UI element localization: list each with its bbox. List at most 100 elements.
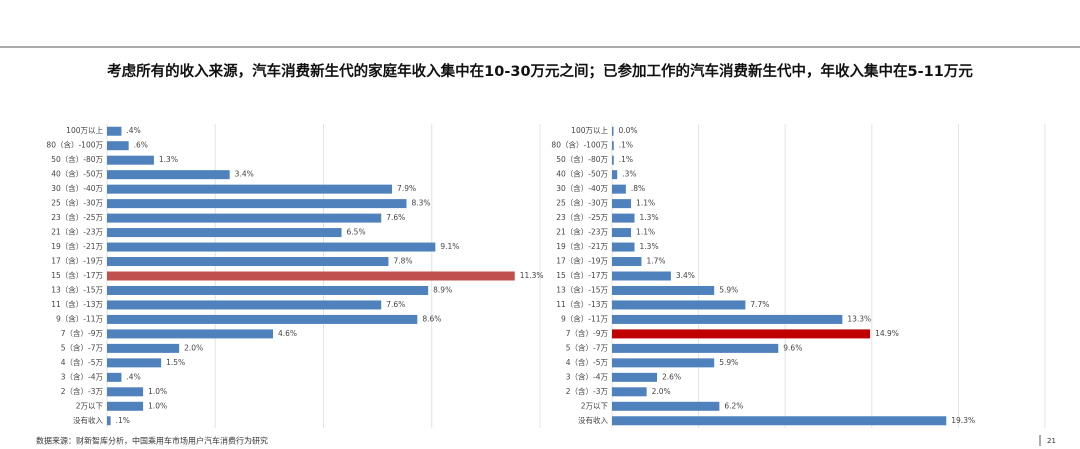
bar (107, 285, 429, 295)
bar (612, 285, 715, 295)
bar (612, 358, 715, 368)
value-label: 7.6% (386, 300, 405, 309)
value-label: 1.0% (148, 401, 167, 410)
bar (107, 343, 180, 353)
category-label: 13（含）-15万 (51, 284, 103, 294)
bar (612, 184, 626, 194)
bar (612, 387, 647, 397)
value-label: 2.0% (184, 343, 203, 352)
bar (612, 401, 720, 411)
category-label: 21（含）-23万 (556, 227, 608, 237)
value-label: 4.6% (278, 329, 297, 338)
category-label: 3（含）-4万 (61, 371, 104, 381)
category-label: 11（含）-13万 (51, 299, 103, 309)
value-label: 6.5% (347, 228, 366, 237)
category-label: 11（含）-13万 (556, 299, 608, 309)
value-label: 1.3% (159, 155, 178, 164)
category-label: 2万以下 (581, 401, 609, 410)
value-label: 9.1% (440, 242, 459, 251)
category-label: 15（含）-17万 (556, 270, 608, 280)
value-label: 13.3% (847, 314, 871, 323)
value-label: .1% (619, 141, 633, 150)
value-label: 1.7% (646, 257, 665, 266)
category-label: 没有收入 (73, 415, 103, 425)
bar (107, 155, 154, 165)
category-label: 100万以上 (66, 126, 103, 135)
value-label: 5.9% (719, 285, 738, 294)
value-label: 7.6% (386, 213, 405, 222)
value-label: 5.9% (719, 358, 738, 367)
value-label: .1% (619, 155, 633, 164)
value-label: 2.0% (652, 387, 671, 396)
bar (612, 314, 843, 324)
category-label: 4（含）-5万 (566, 357, 609, 367)
category-label: 50（含）-80万 (51, 154, 103, 164)
bar (107, 141, 129, 151)
bar (612, 155, 614, 165)
bar (107, 257, 389, 267)
category-label: 2万以下 (76, 401, 104, 410)
value-label: 7.7% (750, 300, 769, 309)
bar (107, 228, 342, 238)
source-note: 数据来源：财新智库分析，中国乘用车市场用户汽车消费行为研究 (36, 436, 268, 446)
value-label: .8% (631, 184, 645, 193)
category-label: 30（含）-40万 (556, 183, 608, 193)
bar (612, 199, 632, 209)
category-label: 23（含）-25万 (51, 212, 103, 222)
value-label: .6% (134, 141, 148, 150)
category-label: 5（含）-7万 (61, 342, 104, 352)
category-label: 30（含）-40万 (51, 183, 103, 193)
value-label: 2.6% (662, 372, 681, 381)
category-label: 2（含）-3万 (61, 386, 104, 396)
bar (612, 242, 635, 252)
value-label: 11.3% (520, 271, 544, 280)
bar (107, 242, 436, 252)
bar (107, 300, 382, 310)
category-label: 100万以上 (571, 126, 608, 135)
value-label: 0.0% (619, 126, 638, 135)
bar (612, 213, 635, 223)
bar (107, 329, 273, 339)
bar (612, 257, 642, 267)
value-label: .3% (622, 170, 636, 179)
category-label: 17（含）-19万 (51, 256, 103, 266)
bar (107, 387, 144, 397)
slide-title: 考虑所有的收入来源，汽车消费新生代的家庭年收入集中在10-30万元之间；已参加工… (107, 62, 973, 80)
value-label: 8.3% (411, 199, 430, 208)
bar (612, 271, 671, 281)
bar (107, 416, 111, 426)
bar (107, 271, 515, 281)
category-label: 15（含）-17万 (51, 270, 103, 280)
bar (107, 199, 407, 209)
bar (107, 213, 382, 223)
bar (612, 300, 746, 310)
bar (612, 372, 658, 382)
bar (612, 343, 779, 353)
value-label: 8.6% (422, 314, 441, 323)
value-label: 1.0% (148, 387, 167, 396)
category-label: 80（含）-100万 (551, 140, 608, 150)
category-label: 13（含）-15万 (556, 284, 608, 294)
category-label: 没有收入 (578, 415, 608, 425)
bar (107, 170, 230, 180)
value-label: 1.3% (640, 242, 659, 251)
value-label: 1.1% (636, 228, 655, 237)
category-label: 2（含）-3万 (566, 386, 609, 396)
value-label: 7.8% (393, 257, 412, 266)
category-label: 23（含）-25万 (556, 212, 608, 222)
category-label: 40（含）-50万 (51, 169, 103, 179)
bar (107, 126, 122, 136)
category-label: 80（含）-100万 (46, 140, 103, 150)
bar (612, 170, 618, 180)
bar (107, 401, 144, 411)
value-label: 3.4% (676, 271, 695, 280)
value-label: 7.9% (397, 184, 416, 193)
bar (107, 372, 122, 382)
category-label: 7（含）-9万 (566, 328, 609, 338)
value-label: 6.2% (724, 401, 743, 410)
bar (107, 184, 393, 194)
category-label: 21（含）-23万 (51, 227, 103, 237)
value-label: 1.5% (166, 358, 185, 367)
value-label: 9.6% (783, 343, 802, 352)
